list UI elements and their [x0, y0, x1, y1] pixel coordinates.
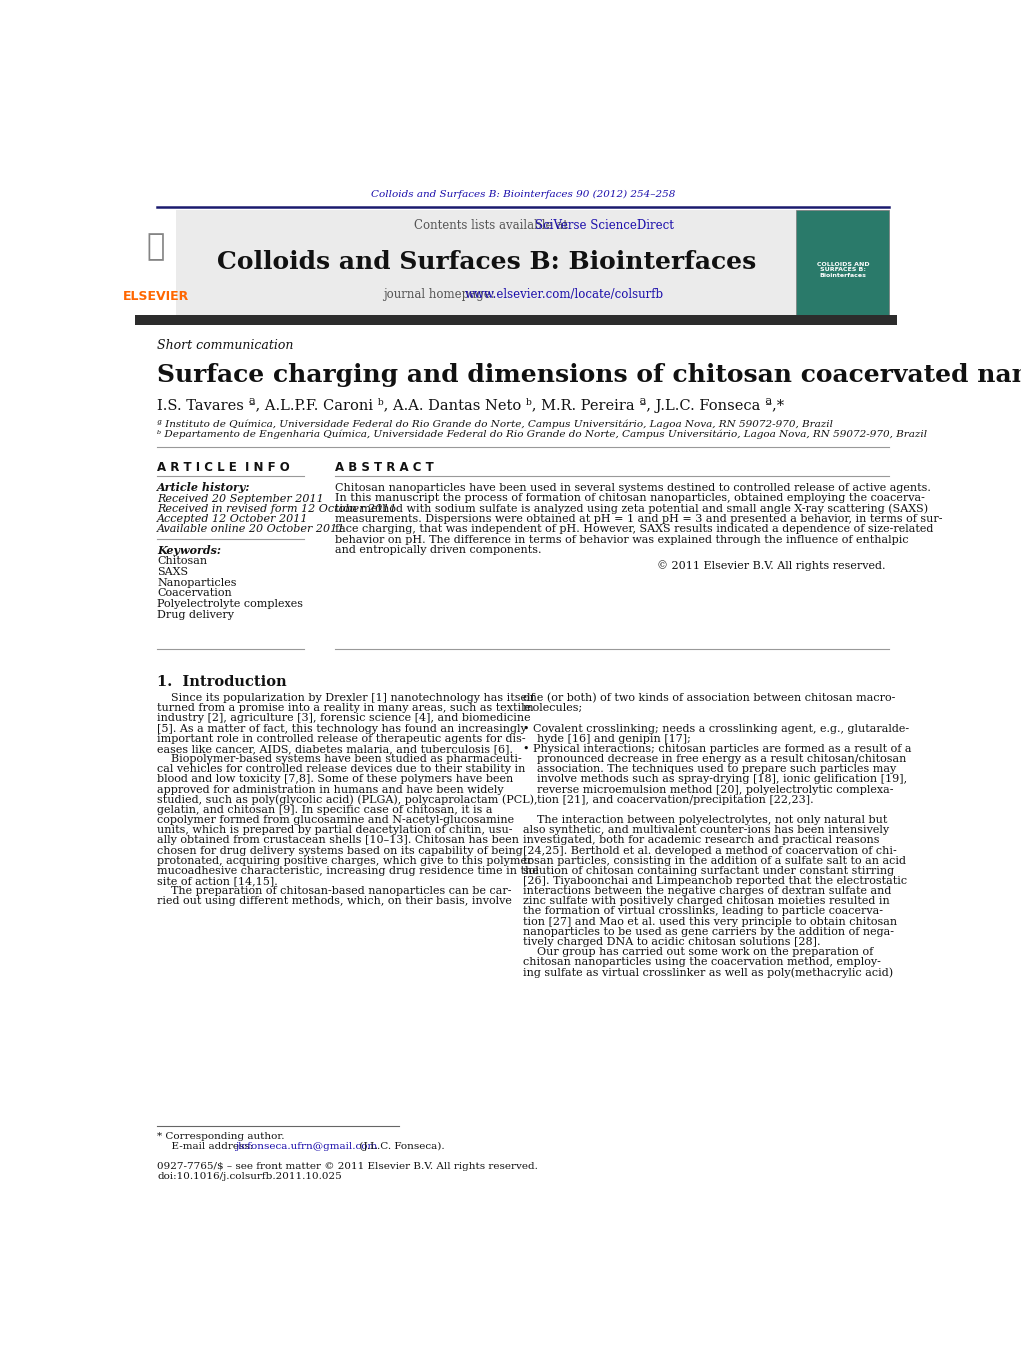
Text: tion [27] and Mao et al. used this very principle to obtain chitosan: tion [27] and Mao et al. used this very …	[523, 916, 897, 927]
Text: The preparation of chitosan-based nanoparticles can be car-: The preparation of chitosan-based nanopa…	[157, 886, 512, 896]
Text: copolymer formed from glucosamine and N-acetyl-glucosamine: copolymer formed from glucosamine and N-…	[157, 815, 515, 825]
Text: also synthetic, and multivalent counter-ions has been intensively: also synthetic, and multivalent counter-…	[523, 825, 889, 835]
Text: Polyelectrolyte complexes: Polyelectrolyte complexes	[157, 598, 303, 609]
Text: chitosan nanoparticles using the coacervation method, employ-: chitosan nanoparticles using the coacerv…	[523, 958, 881, 967]
Text: zinc sulfate with positively charged chitosan moieties resulted in: zinc sulfate with positively charged chi…	[523, 896, 889, 907]
FancyBboxPatch shape	[136, 315, 897, 326]
Text: A R T I C L E  I N F O: A R T I C L E I N F O	[157, 461, 290, 474]
Text: Biopolymer-based systems have been studied as pharmaceuti-: Biopolymer-based systems have been studi…	[157, 754, 522, 765]
Text: * Corresponding author.: * Corresponding author.	[157, 1132, 285, 1140]
Text: association. The techniques used to prepare such particles may: association. The techniques used to prep…	[523, 765, 896, 774]
FancyBboxPatch shape	[136, 209, 177, 316]
Text: Chitosan nanoparticles have been used in several systems destined to controlled : Chitosan nanoparticles have been used in…	[335, 482, 931, 493]
Text: © 2011 Elsevier B.V. All rights reserved.: © 2011 Elsevier B.V. All rights reserved…	[658, 559, 885, 570]
Text: cal vehicles for controlled release devices due to their stability in: cal vehicles for controlled release devi…	[157, 765, 526, 774]
Text: I.S. Tavares ª, A.L.P.F. Caroni ᵇ, A.A. Dantas Neto ᵇ, M.R. Pereira ª, J.L.C. Fo: I.S. Tavares ª, A.L.P.F. Caroni ᵇ, A.A. …	[157, 399, 784, 413]
Text: involve methods such as spray-drying [18], ionic gelification [19],: involve methods such as spray-drying [18…	[523, 774, 907, 785]
Text: face charging, that was independent of pH. However, SAXS results indicated a dep: face charging, that was independent of p…	[335, 524, 933, 535]
Text: Article history:: Article history:	[157, 482, 250, 493]
Text: nanoparticles to be used as gene carriers by the addition of nega-: nanoparticles to be used as gene carrier…	[523, 927, 893, 936]
Text: turned from a promise into a reality in many areas, such as textile: turned from a promise into a reality in …	[157, 704, 531, 713]
Text: pronounced decrease in free energy as a result chitosan/chitosan: pronounced decrease in free energy as a …	[523, 754, 907, 765]
Text: chosen for drug delivery systems based on its capability of being: chosen for drug delivery systems based o…	[157, 846, 523, 855]
Text: 🌳: 🌳	[146, 232, 164, 261]
Text: solution of chitosan containing surfactant under constant stirring: solution of chitosan containing surfacta…	[523, 866, 894, 875]
Text: ª Instituto de Química, Universidade Federal do Rio Grande do Norte, Campus Univ: ª Instituto de Química, Universidade Fed…	[157, 419, 833, 428]
Text: approved for administration in humans and have been widely: approved for administration in humans an…	[157, 785, 503, 794]
Text: jlcfonseca.ufrn@gmail.com: jlcfonseca.ufrn@gmail.com	[235, 1142, 377, 1151]
Text: E-mail address:: E-mail address:	[164, 1142, 256, 1151]
Text: Since its popularization by Drexler [1] nanotechnology has itself: Since its popularization by Drexler [1] …	[157, 693, 535, 703]
Text: ally obtained from crustacean shells [10–13]. Chitosan has been: ally obtained from crustacean shells [10…	[157, 835, 519, 846]
Text: Nanoparticles: Nanoparticles	[157, 577, 237, 588]
Text: The interaction between polyelectrolytes, not only natural but: The interaction between polyelectrolytes…	[523, 815, 887, 825]
Text: 0927-7765/$ – see front matter © 2011 Elsevier B.V. All rights reserved.: 0927-7765/$ – see front matter © 2011 El…	[157, 1162, 538, 1171]
Text: Colloids and Surfaces B: Biointerfaces: Colloids and Surfaces B: Biointerfaces	[216, 250, 757, 274]
Text: gelatin, and chitosan [9]. In specific case of chitosan, it is a: gelatin, and chitosan [9]. In specific c…	[157, 805, 492, 815]
Text: (J.L.C. Fonseca).: (J.L.C. Fonseca).	[356, 1142, 445, 1151]
Text: tion [21], and coacervation/precipitation [22,23].: tion [21], and coacervation/precipitatio…	[523, 794, 814, 805]
Text: Accepted 12 October 2011: Accepted 12 October 2011	[157, 513, 308, 524]
Text: studied, such as poly(glycolic acid) (PLGA), polycaprolactam (PCL),: studied, such as poly(glycolic acid) (PL…	[157, 794, 538, 805]
Text: the formation of virtual crosslinks, leading to particle coacerva-: the formation of virtual crosslinks, lea…	[523, 907, 883, 916]
Text: ried out using different methods, which, on their basis, involve: ried out using different methods, which,…	[157, 896, 512, 907]
Text: In this manuscript the process of formation of chitosan nanoparticles, obtained : In this manuscript the process of format…	[335, 493, 925, 503]
Text: Chitosan: Chitosan	[157, 557, 207, 566]
Text: industry [2], agriculture [3], forensic science [4], and biomedicine: industry [2], agriculture [3], forensic …	[157, 713, 531, 723]
Text: units, which is prepared by partial deacetylation of chitin, usu-: units, which is prepared by partial deac…	[157, 825, 513, 835]
Text: • Covalent crosslinking; needs a crosslinking agent, e.g., glutaralde-: • Covalent crosslinking; needs a crossli…	[523, 724, 909, 734]
Text: 1.  Introduction: 1. Introduction	[157, 676, 287, 689]
Text: doi:10.1016/j.colsurfb.2011.10.025: doi:10.1016/j.colsurfb.2011.10.025	[157, 1173, 342, 1182]
Text: behavior on pH. The difference in terms of behavior was explained through the in: behavior on pH. The difference in terms …	[335, 535, 909, 544]
Text: Short communication: Short communication	[157, 339, 293, 351]
Text: Received 20 September 2011: Received 20 September 2011	[157, 493, 324, 504]
Text: tion method with sodium sulfate is analyzed using zeta potential and small angle: tion method with sodium sulfate is analy…	[335, 504, 928, 513]
Text: Our group has carried out some work on the preparation of: Our group has carried out some work on t…	[523, 947, 873, 957]
Text: blood and low toxicity [7,8]. Some of these polymers have been: blood and low toxicity [7,8]. Some of th…	[157, 774, 514, 785]
FancyBboxPatch shape	[796, 209, 889, 316]
Text: hyde [16] and genipin [17];: hyde [16] and genipin [17];	[523, 734, 691, 743]
Text: A B S T R A C T: A B S T R A C T	[335, 461, 434, 474]
Text: investigated, both for academic research and practical reasons: investigated, both for academic research…	[523, 835, 879, 846]
Text: ᵇ Departamento de Engenharia Química, Universidade Federal do Rio Grande do Nort: ᵇ Departamento de Engenharia Química, Un…	[157, 430, 927, 439]
Text: Available online 20 October 2011: Available online 20 October 2011	[157, 524, 345, 534]
Text: protonated, acquiring positive charges, which give to this polymer: protonated, acquiring positive charges, …	[157, 855, 532, 866]
Text: mucoadhesive characteristic, increasing drug residence time in the: mucoadhesive characteristic, increasing …	[157, 866, 539, 875]
Text: [5]. As a matter of fact, this technology has found an increasingly: [5]. As a matter of fact, this technolog…	[157, 724, 527, 734]
Text: Keywords:: Keywords:	[157, 544, 222, 555]
Text: ing sulfate as virtual crosslinker as well as poly(methacrylic acid): ing sulfate as virtual crosslinker as we…	[523, 967, 893, 978]
Text: interactions between the negative charges of dextran sulfate and: interactions between the negative charge…	[523, 886, 891, 896]
Text: SciVerse ScienceDirect: SciVerse ScienceDirect	[535, 219, 674, 232]
Text: and entropically driven components.: and entropically driven components.	[335, 546, 542, 555]
Text: one (or both) of two kinds of association between chitosan macro-: one (or both) of two kinds of associatio…	[523, 693, 895, 704]
Text: [26]. Tiyaboonchai and Limpeanchob reported that the electrostatic: [26]. Tiyaboonchai and Limpeanchob repor…	[523, 875, 907, 886]
Text: important role in controlled release of therapeutic agents for dis-: important role in controlled release of …	[157, 734, 526, 743]
Text: Colloids and Surfaces B: Biointerfaces 90 (2012) 254–258: Colloids and Surfaces B: Biointerfaces 9…	[371, 190, 675, 199]
Text: ELSEVIER: ELSEVIER	[123, 290, 189, 304]
Text: Received in revised form 12 October 2011: Received in revised form 12 October 2011	[157, 504, 396, 513]
Text: SAXS: SAXS	[157, 567, 188, 577]
Text: site of action [14,15].: site of action [14,15].	[157, 875, 278, 886]
Text: Drug delivery: Drug delivery	[157, 609, 234, 620]
Text: • Physical interactions; chitosan particles are formed as a result of a: • Physical interactions; chitosan partic…	[523, 744, 912, 754]
Text: COLLOIDS AND
SURFACES B:
Biointerfaces: COLLOIDS AND SURFACES B: Biointerfaces	[817, 262, 869, 278]
Text: molecules;: molecules;	[523, 704, 583, 713]
Text: measurements. Dispersions were obtained at pH = 1 and pH = 3 and presented a beh: measurements. Dispersions were obtained …	[335, 513, 942, 524]
Text: journal homepage:: journal homepage:	[383, 288, 499, 301]
Text: [24,25]. Berthold et al. developed a method of coacervation of chi-: [24,25]. Berthold et al. developed a met…	[523, 846, 896, 855]
Text: tosan particles, consisting in the addition of a sulfate salt to an acid: tosan particles, consisting in the addit…	[523, 855, 906, 866]
Text: www.elsevier.com/locate/colsurfb: www.elsevier.com/locate/colsurfb	[465, 288, 664, 301]
Text: eases like cancer, AIDS, diabetes malaria, and tuberculosis [6].: eases like cancer, AIDS, diabetes malari…	[157, 744, 514, 754]
Text: reverse microemulsion method [20], polyelectrolytic complexa-: reverse microemulsion method [20], polye…	[523, 785, 893, 794]
Text: Surface charging and dimensions of chitosan coacervated nanoparticles: Surface charging and dimensions of chito…	[157, 362, 1021, 386]
FancyBboxPatch shape	[177, 209, 796, 316]
Text: Contents lists available at: Contents lists available at	[415, 219, 572, 232]
Text: Coacervation: Coacervation	[157, 588, 232, 598]
Text: tively charged DNA to acidic chitosan solutions [28].: tively charged DNA to acidic chitosan so…	[523, 938, 821, 947]
